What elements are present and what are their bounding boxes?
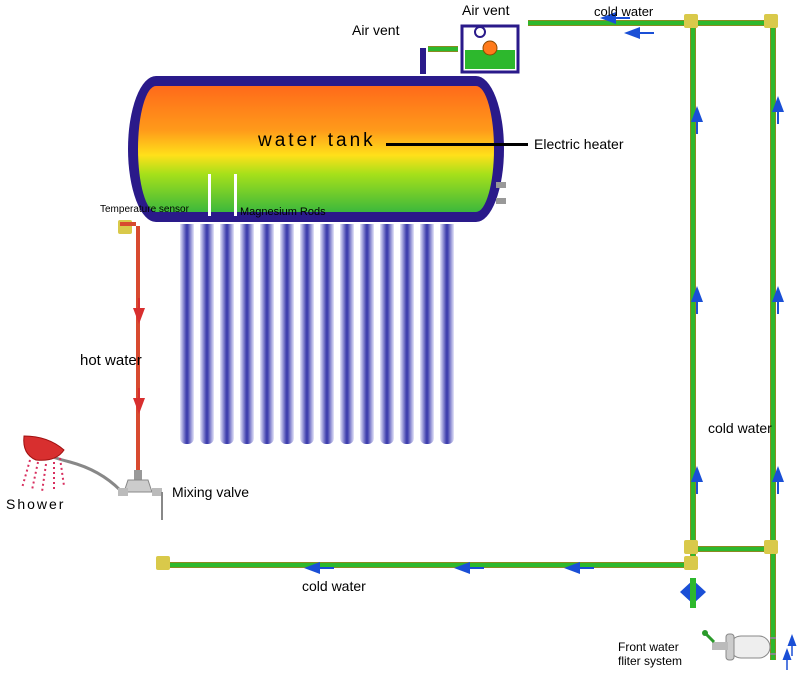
mixing-valve-label: Mixing valve [172,484,249,500]
pipe-top [528,20,770,26]
front-water-filter-label: Front water fliter system [618,640,682,668]
tank-airvent-connector [420,48,426,74]
hot-water-label: hot water [80,352,142,369]
tube [340,224,354,444]
tube [240,224,254,444]
elbow-icon [684,14,698,28]
pipe-airvent-connector [428,46,458,52]
temperature-sensor-label: Temperature sensor [100,204,189,215]
magnesium-rods-label: Magnesium Rods [240,206,326,218]
elbow-icon [684,540,698,554]
pipe-right-outer [770,20,776,660]
cold-water-bottom-label: cold water [302,578,366,594]
elbow-icon [764,540,778,554]
pipe-bottom [162,562,690,568]
tube [440,224,454,444]
elbow-icon [764,14,778,28]
solar-heater-diagram: Air vent Air vent cold water water tank … [0,0,800,700]
pipe-right-inner [690,20,696,566]
cold-water-top-label: cold water [594,4,653,19]
tube [320,224,334,444]
tube [200,224,214,444]
electric-heater-label: Electric heater [534,136,623,152]
electric-heater-line [386,143,528,146]
elbow-icon [684,556,698,570]
air-vent-top-label: Air vent [462,2,509,18]
water-tank-label: water tank [258,130,376,152]
elbow-icon [156,556,170,570]
shower-label: Shower [6,496,65,512]
water-filter-icon [694,624,776,670]
tube [380,224,394,444]
air-vent-left-label: Air vent [352,22,399,38]
cold-water-right-label: cold water [708,420,772,436]
tube [260,224,274,444]
pipe-tee-h [690,546,770,552]
gate-valve-icon [678,578,708,608]
tube [180,224,194,444]
tube [300,224,314,444]
tube [220,224,234,444]
air-vent-box [460,20,526,76]
tube [420,224,434,444]
tube [360,224,374,444]
tube [400,224,414,444]
tube [280,224,294,444]
